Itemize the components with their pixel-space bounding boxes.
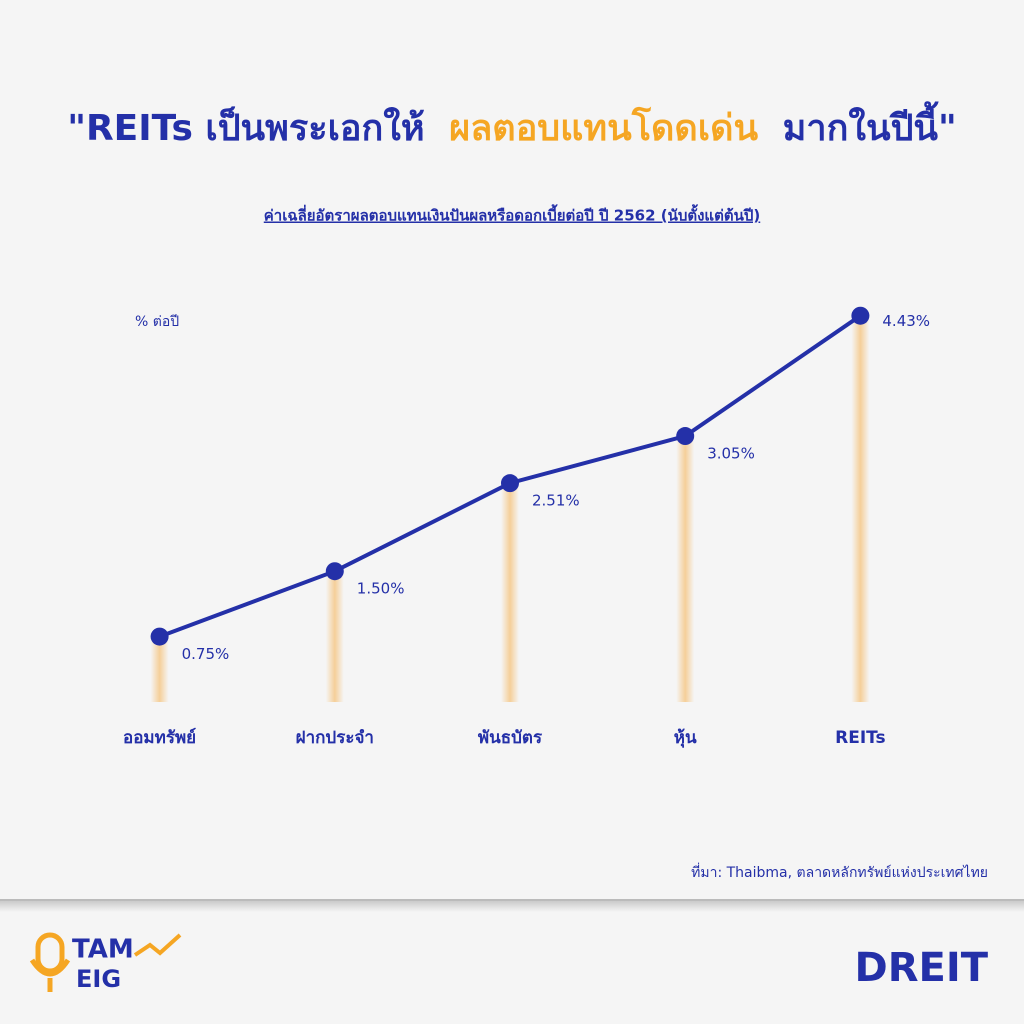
logo-text: TAM [72,935,134,965]
logo-mic-stand [29,958,71,992]
point [501,474,519,493]
title-part: "REITs เป็นพระเอกให้ [67,105,424,149]
glow-bar [851,315,870,702]
logo-arrow [133,933,182,957]
glow-bar [325,571,344,702]
glow-bar [676,436,695,702]
value-label: 4.43% [882,312,930,330]
x-tick-label: REITs [835,728,886,748]
value-label: 0.75% [182,645,230,663]
footer-shadow [0,900,1024,912]
x-tick-label: ฝากประจำ [296,728,374,748]
title-highlight: ผลตอบแทนโดดเด่น [449,106,758,149]
point [150,627,169,646]
chart-subtitle: ค่าเฉลี่ยอัตราผลตอบแทนเงินปันผลหรือดอกเบ… [264,204,760,225]
glow-bar [501,483,519,702]
title-part: มากในปีนี้" [783,101,957,149]
logo-text: EIG [76,965,121,993]
value-label: 2.51% [532,492,580,510]
point [851,306,870,325]
value-label: 1.50% [357,580,405,598]
logo-mic [35,932,65,974]
value-label: 3.05% [707,445,755,463]
x-tick-label: หุ้น [674,728,697,748]
glow-bar [150,636,169,702]
chart-title: "REITs เป็นพระเอกให้ ผลตอบแทนโดดเด่น มาก… [67,101,957,149]
logo-left: TAM EIG [29,932,182,993]
point [676,427,695,446]
point [325,562,344,581]
x-tick-label: พันธบัตร [478,728,543,748]
source: ที่มา: Thaibma, ตลาดหลักทรัพย์แห่งประเทศ… [691,863,988,881]
logo-right: DREIT [855,945,989,991]
x-tick-label: ออมทรัพย์ [123,727,196,748]
y-axis-label: % ต่อปี [135,314,179,330]
